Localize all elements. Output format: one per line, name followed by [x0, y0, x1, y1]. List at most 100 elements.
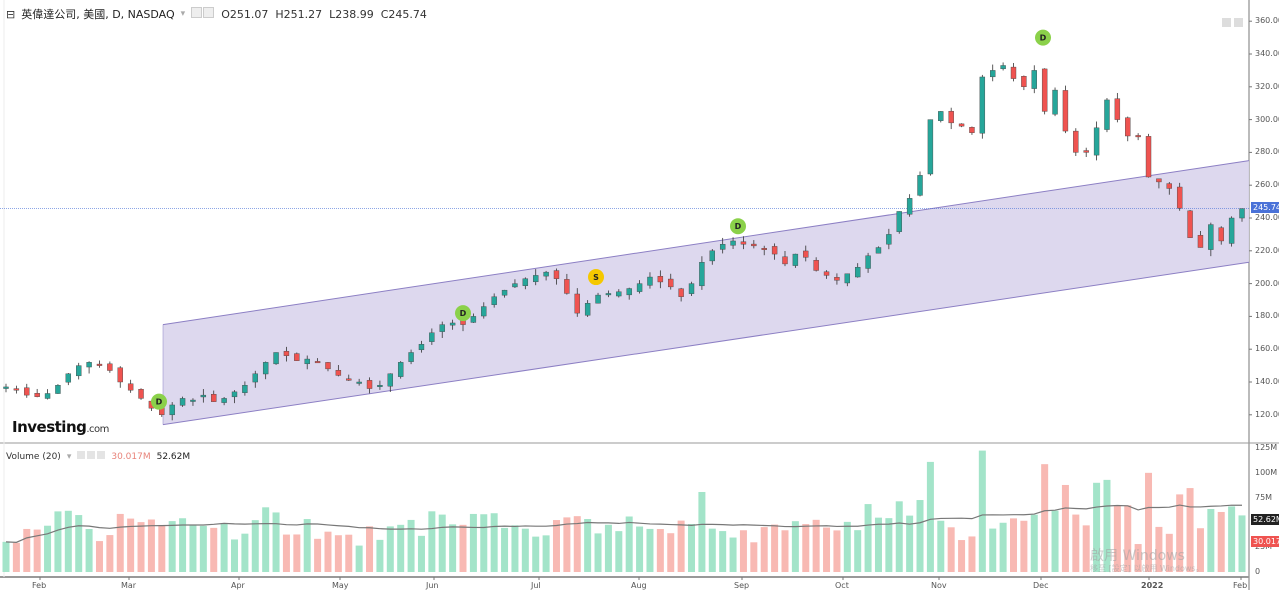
candle: [304, 355, 310, 370]
volume-bar: [978, 450, 986, 572]
volume-bar: [771, 524, 779, 572]
volume-bar: [542, 535, 550, 572]
volume-bar: [23, 528, 31, 572]
collapse-icon[interactable]: ⊟: [6, 7, 16, 21]
volume-current-tag: 52.62M: [1251, 514, 1279, 525]
volume-settings-icons[interactable]: [77, 451, 106, 462]
volume-bar: [532, 536, 540, 572]
volume-bar: [604, 524, 612, 572]
dividend-marker[interactable]: [1035, 29, 1051, 46]
volume-bar: [760, 527, 768, 572]
volume-bar: [116, 513, 124, 572]
time-tick: Jun: [426, 581, 439, 590]
candle: [834, 273, 840, 285]
split-marker[interactable]: [588, 269, 604, 286]
volume-bar: [739, 530, 747, 572]
candle: [1041, 68, 1048, 115]
candle: [543, 270, 549, 281]
candle: [719, 237, 726, 254]
volume-bar: [1186, 488, 1194, 572]
low-value: L238.99: [329, 7, 374, 21]
candle: [1083, 147, 1089, 157]
volume-bar: [272, 512, 280, 572]
scale-icon[interactable]: [1222, 18, 1231, 27]
volume-bar: [625, 516, 633, 572]
candle: [294, 352, 300, 361]
volume-bar: [646, 528, 654, 572]
candle: [356, 378, 362, 386]
volume-label: Volume (20): [6, 451, 61, 462]
candle: [439, 321, 445, 338]
volume-bar: [137, 522, 145, 572]
candle: [190, 398, 196, 406]
volume-bar: [729, 537, 737, 572]
candle: [55, 384, 61, 394]
volume-bar: [1228, 506, 1236, 572]
scale-buttons[interactable]: [1222, 18, 1243, 27]
candle: [24, 383, 30, 398]
dropdown-arrow-icon[interactable]: ▾: [180, 9, 186, 19]
scale-icon[interactable]: [1234, 18, 1243, 27]
svg-text:D: D: [156, 398, 163, 407]
price-tick: 280.00: [1255, 147, 1279, 157]
volume-bar: [895, 501, 903, 572]
candle: [1156, 178, 1162, 189]
dropdown-arrow-icon[interactable]: ▾: [66, 451, 72, 462]
candle: [761, 245, 767, 256]
price-tick: 120.00: [1255, 409, 1279, 419]
candle: [699, 256, 705, 290]
candle: [44, 389, 51, 400]
volume-bar: [667, 533, 675, 572]
candle: [854, 263, 861, 278]
candle: [678, 287, 684, 302]
time-tick: 2022: [1141, 581, 1164, 590]
volume-bar: [874, 517, 882, 572]
volume-bar: [303, 519, 311, 572]
volume-bar: [210, 527, 218, 572]
volume-bar: [833, 530, 841, 572]
candle: [1010, 63, 1017, 82]
candle: [1176, 182, 1183, 211]
candle: [325, 361, 331, 372]
dividend-marker[interactable]: [730, 218, 746, 235]
volume-current-value: 52.62M: [156, 451, 191, 462]
volume-bar: [44, 525, 52, 572]
volume-bar: [573, 516, 581, 572]
volume-bar: [594, 533, 602, 572]
candle: [273, 352, 279, 365]
settings-icons[interactable]: [191, 7, 215, 21]
candle: [481, 302, 487, 319]
volume-bar: [480, 514, 488, 572]
volume-bar: [334, 535, 342, 572]
volume-ma-tag: 30.017M: [1251, 536, 1279, 547]
candle: [792, 253, 799, 268]
volume-tick: 125M: [1255, 443, 1278, 452]
volume-bar: [1072, 514, 1080, 572]
volume-bar: [1093, 482, 1101, 572]
volume-bar: [781, 530, 789, 572]
candle: [709, 248, 715, 265]
candle: [314, 358, 321, 364]
volume-bar: [1155, 526, 1163, 572]
volume-bar: [1113, 506, 1121, 572]
volume-bar: [366, 526, 374, 572]
dividend-marker[interactable]: [151, 393, 167, 410]
dividend-marker[interactable]: [455, 305, 471, 322]
candle: [1145, 133, 1152, 178]
candle: [668, 273, 674, 290]
candle: [979, 74, 986, 139]
volume-bar: [1061, 484, 1069, 572]
candle: [366, 377, 373, 394]
volume-bar: [397, 524, 405, 572]
candle: [896, 211, 902, 234]
candle: [13, 385, 20, 394]
volume-legend: Volume (20) ▾ 30.017M 52.62M: [6, 451, 190, 462]
symbol-title: 英偉達公司, 美國, D, NASDAQ: [21, 8, 175, 21]
volume-bar: [677, 520, 685, 572]
volume-bar: [428, 511, 436, 572]
candle: [584, 300, 591, 317]
time-tick: Nov: [931, 581, 947, 590]
volume-bar: [1196, 528, 1204, 572]
volume-bar: [999, 522, 1007, 572]
